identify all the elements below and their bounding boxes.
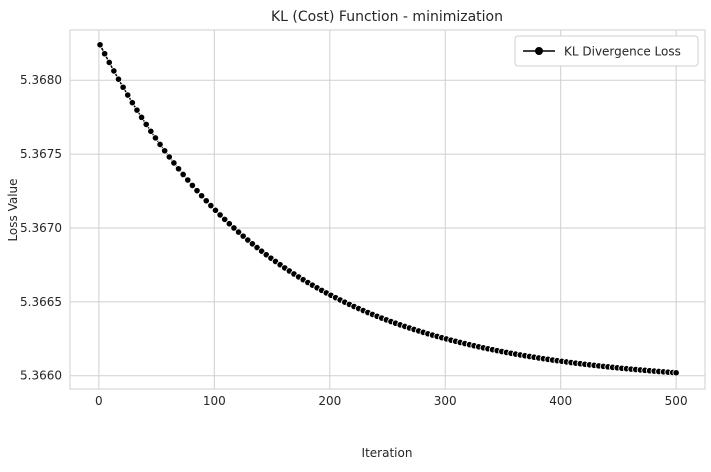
legend-marker-sample [535,47,543,55]
data-point [170,159,178,167]
data-point [211,206,220,214]
data-point [253,243,261,252]
data-point [216,211,224,219]
data-point [230,224,238,232]
data-point [96,41,104,49]
data-point [239,232,247,240]
x-tick-label: 500 [665,394,688,408]
y-tick-label: 5.3660 [20,369,62,383]
y-tick-label: 5.3665 [20,295,62,309]
legend: KL Divergence Loss [514,35,699,67]
chart-title: KL (Cost) Function - minimization [271,9,503,25]
data-point [133,106,141,114]
data-point [198,192,206,200]
data-point [110,67,118,75]
data-point [114,75,123,83]
grid-lines [70,30,705,389]
data-point [244,236,252,244]
data-point [225,220,233,228]
data-point [124,91,132,99]
data-point [137,113,146,121]
data-point [101,50,109,58]
y-tick-label: 5.3680 [20,73,62,87]
data-point [234,228,243,236]
data-point [188,181,196,189]
data-point [156,140,164,149]
data-point [147,127,155,135]
legend-box [514,35,699,67]
y-tick-label: 5.3670 [20,221,62,235]
data-point [128,99,136,107]
data-point [221,215,229,223]
x-tick-label: 200 [318,394,341,408]
x-axis-label: Iteration [362,446,413,460]
axis-labels: 0 100 200 300 400 500 5.3660 5.3665 5.3670 5.3675… [20,73,688,408]
x-tick-label: 400 [549,394,572,408]
data-point [202,197,210,205]
data-point [179,170,187,179]
data-point [193,187,201,195]
y-axis-label: Loss Value [6,178,20,241]
x-tick-label: 300 [434,394,457,408]
data-point [142,120,150,129]
data-point [184,176,192,184]
data-point [105,58,113,67]
plot-frame [69,29,706,390]
data-point [119,83,127,91]
y-tick-label: 5.3675 [20,147,62,161]
data-point [248,240,257,248]
data-point [151,134,160,142]
data-point [174,165,183,173]
data-point [672,369,680,377]
x-tick-label: 100 [203,394,226,408]
data-point [161,147,169,155]
legend-label: KL Divergence Loss [564,45,681,59]
series-layer [96,41,680,377]
data-point [207,201,215,210]
x-tick-label: 0 [95,394,103,408]
data-point [165,153,173,161]
